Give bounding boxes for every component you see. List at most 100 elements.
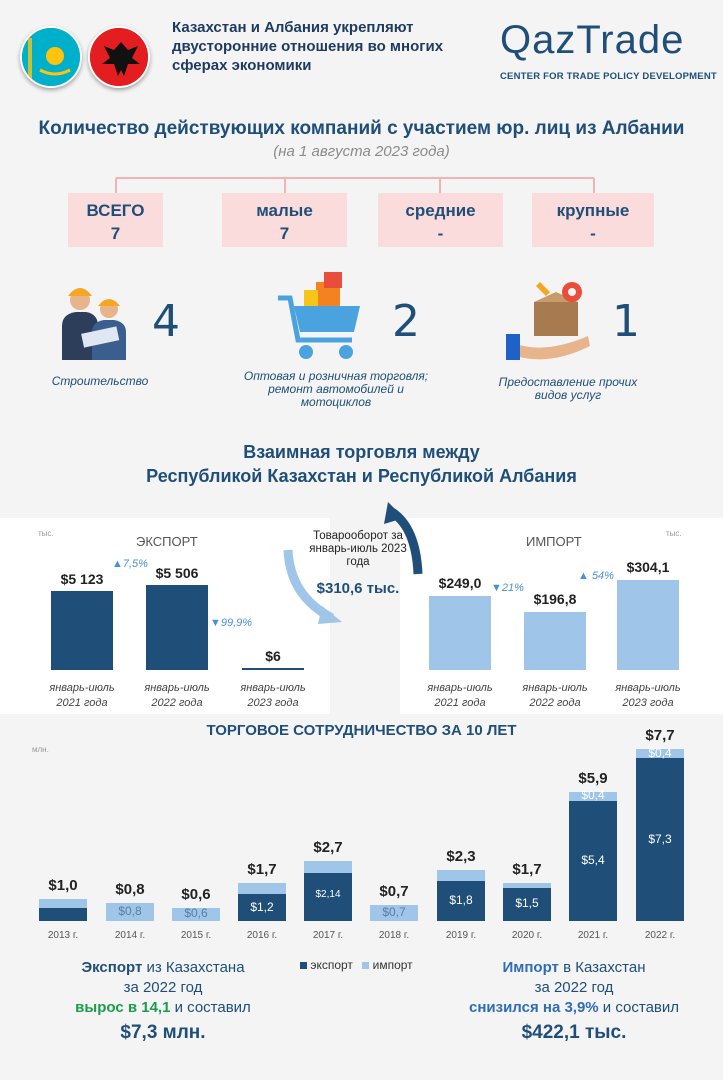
ten-year-year-label: 2022 г. — [644, 930, 676, 941]
ten-year-export-bar — [636, 758, 684, 921]
export-bar-2021 — [51, 590, 113, 670]
import-value-2023: $304,1 — [626, 559, 670, 575]
qaztrade-logo: QazTrade — [500, 18, 685, 62]
ten-year-import-bar — [370, 905, 418, 921]
industry-count-construction: 4 — [152, 296, 180, 347]
ten-year-export-bar — [238, 894, 286, 921]
ten-year-total-label: $1,0 — [48, 876, 78, 894]
turnover-label: Товарооборот за январь-июль 2023 года — [309, 530, 407, 568]
import-value-2022: $196,8 — [533, 590, 577, 607]
kazakhstan-flag-icon — [20, 26, 82, 88]
ten-year-import-bar — [39, 898, 87, 908]
construction-workers-icon — [52, 276, 132, 367]
company-box-medium: средние - — [378, 193, 503, 247]
ten-year-export-bar — [304, 873, 352, 921]
ten-year-total-label: $2,7 — [313, 838, 343, 856]
ten-year-total-label: $2,3 — [446, 847, 476, 865]
ten-year-year-label: 2019 г. — [445, 930, 477, 941]
import-summary: Импорт в Казахстан за 2022 год снизился … — [468, 959, 680, 1043]
ten-year-year-label: 2020 г. — [511, 930, 543, 941]
ten-year-unit: млн. — [32, 745, 49, 754]
ten-year-legend: экспорт импорт — [300, 958, 413, 972]
import-period-2023: январь-июль 2023 года — [615, 682, 681, 709]
export-bar-2023 — [242, 668, 304, 670]
import-chart-title: ИМПОРТ — [526, 534, 582, 549]
export-unit: тыс. — [38, 529, 54, 538]
legend-import-swatch — [362, 962, 370, 969]
export-period-2022: январь-июль 2022 года — [144, 682, 210, 709]
companies-title: Количество действующих компаний с участи… — [38, 118, 685, 139]
ten-year-import-label: $0,4 — [581, 788, 605, 803]
ten-year-export-bar — [503, 887, 551, 921]
company-box-total: ВСЕГО 7 — [68, 193, 163, 247]
ten-year-year-label: 2016 г. — [246, 930, 278, 941]
industry-count-trade: 2 — [392, 296, 420, 347]
legend-export-swatch — [300, 962, 307, 969]
turnover-value: $310,6 тыс. — [316, 580, 400, 597]
albania-flag-icon — [88, 26, 150, 88]
ten-year-import-label: $0,8 — [118, 904, 142, 919]
export-period-2023: январь-июль 2023 года — [240, 682, 306, 709]
import-change-2023: ▲ 54% — [578, 570, 614, 582]
turnover-arrows-icon — [283, 502, 423, 624]
ten-year-import-label: $0,7 — [382, 905, 406, 920]
import-value-2021: $249,0 — [438, 575, 482, 592]
ten-year-total-label: $0,6 — [181, 885, 211, 903]
companies-subtitle: (на 1 августа 2023 года) — [273, 143, 450, 160]
import-period-2021: январь-июль 2021 года — [427, 682, 493, 709]
import-bar-2022 — [524, 611, 586, 670]
export-period-2021: январь-июль 2021 года — [49, 682, 115, 709]
export-value-2021: $5 123 — [60, 570, 104, 587]
export-change-2023: ▼99,9% — [210, 617, 253, 629]
ten-year-import-bar — [172, 907, 220, 921]
logo-subtitle: CENTER FOR TRADE POLICY DEVELOPMENT — [500, 71, 717, 82]
ten-year-total-label: $5,9 — [578, 769, 608, 787]
ten-year-total-label: $0,7 — [379, 883, 409, 901]
export-bar-2022 — [146, 585, 208, 670]
ten-year-year-label: 2013 г. — [47, 930, 79, 941]
legend-export-label: экспорт — [310, 958, 353, 972]
legend-import-label: импорт — [372, 958, 413, 972]
ten-year-import-bar — [569, 791, 617, 801]
box-connector-lines — [115, 177, 595, 193]
ten-year-export-bar — [437, 880, 485, 921]
industry-caption-construction: Строительство — [51, 374, 149, 388]
service-box-icon — [506, 274, 598, 367]
ten-year-year-label: 2018 г. — [378, 930, 410, 941]
headline: Казахстан и Албания укрепляют двусторонн… — [172, 19, 444, 74]
company-box-large: крупные - — [532, 193, 654, 247]
ten-year-import-bar — [304, 860, 352, 874]
ten-year-import-bar — [238, 883, 286, 895]
export-summary: Экспорт из Казахстана за 2022 год вырос … — [75, 959, 251, 1043]
ten-year-export-bar — [569, 800, 617, 921]
ten-year-import-bar — [636, 749, 684, 759]
export-change-2022: ▲7,5% — [112, 558, 148, 570]
ten-year-export-bar — [39, 907, 87, 921]
import-period-2022: январь-июль 2022 года — [522, 682, 588, 709]
ten-year-year-label: 2014 г. — [114, 930, 146, 941]
ten-year-year-label: 2017 г. — [312, 930, 344, 941]
ten-year-import-bar — [437, 869, 485, 881]
ten-year-total-label: $1,7 — [512, 861, 542, 879]
ten-year-export-label: $1,5 — [515, 896, 539, 911]
import-bar-2021 — [429, 596, 491, 670]
ten-year-export-label: $1,2 — [250, 899, 274, 914]
ten-year-export-label: $1,8 — [449, 892, 473, 907]
ten-year-year-label: 2021 г. — [577, 930, 609, 941]
import-unit: тыс. — [666, 529, 682, 538]
export-chart-title: ЭКСПОРТ — [136, 534, 198, 549]
shopping-cart-icon — [276, 268, 368, 369]
ten-year-export-label: $5,4 — [581, 852, 605, 867]
ten-year-import-label: $0,4 — [648, 745, 672, 760]
ten-year-import-bar — [503, 883, 551, 888]
ten-year-export-label: $2,14 — [315, 889, 341, 901]
trade-title: Взаимная торговля между Республикой Каза… — [146, 442, 577, 486]
company-box-small: малые 7 — [222, 193, 347, 247]
ten-year-title: ТОРГОВОЕ СОТРУДНИЧЕСТВО ЗА 10 ЛЕТ — [206, 722, 517, 739]
export-value-2022: $5 506 — [155, 565, 199, 581]
ten-year-import-label: $0,6 — [184, 906, 208, 921]
industry-caption-services: Предоставление прочих видов услуг — [498, 375, 638, 402]
import-bar-2023 — [617, 580, 679, 670]
import-change-2022: ▼21% — [491, 582, 524, 594]
ten-year-total-label: $0,8 — [115, 881, 145, 899]
